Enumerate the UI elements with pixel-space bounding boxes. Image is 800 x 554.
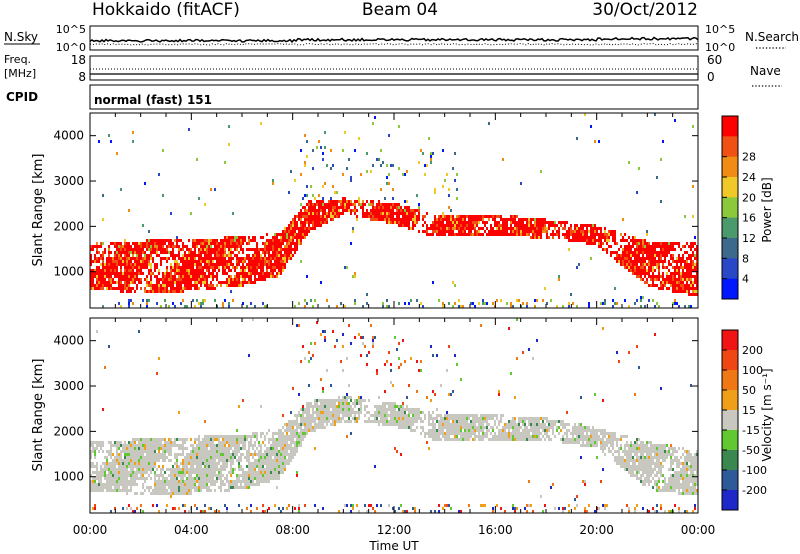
y-tick-label: 3000 bbox=[53, 379, 84, 393]
x-tick-labels: 00:00 04:00 08:00 12:00 16:00 20:00 00:00 bbox=[73, 523, 716, 537]
power-panel: 1000 2000 3000 4000 Slant Range [km] bbox=[31, 112, 699, 309]
colorbar-swatch bbox=[722, 136, 738, 158]
freq-tick-bottom: 8 bbox=[78, 70, 86, 84]
cpid-panel: CPID normal (fast) 151 bbox=[6, 84, 699, 110]
y-tick-label: 3000 bbox=[53, 174, 84, 188]
cpid-frame bbox=[89, 84, 699, 110]
colorbar-tick-label: 100 bbox=[742, 364, 763, 377]
x-tick-label: 00:00 bbox=[73, 523, 108, 537]
colorbar-tick-label: 20 bbox=[742, 191, 756, 204]
x-tick-label: 00:00 bbox=[681, 523, 716, 537]
power-colorbar-label: Power [dB] bbox=[760, 177, 774, 242]
x-tick-label: 12:00 bbox=[377, 523, 412, 537]
freq-tick-top: 18 bbox=[71, 53, 86, 67]
colorbar-tick-label: -200 bbox=[742, 484, 767, 497]
freq-unit-label: [MHz] bbox=[4, 67, 36, 80]
power-colorbar: 4 8 12 16 20 24 28 bbox=[721, 115, 756, 300]
colorbar-tick-label: 200 bbox=[742, 344, 763, 357]
colorbar-swatch bbox=[722, 430, 738, 451]
colorbar-tick-label: -15 bbox=[742, 424, 760, 437]
colorbar-swatch bbox=[722, 238, 738, 259]
freq-panel: Freq. [MHz] 18 8 60 0 Nave bbox=[4, 53, 782, 87]
colorbar-swatch bbox=[722, 156, 738, 178]
colorbar-swatch bbox=[722, 330, 738, 351]
nave-tick-bottom: 0 bbox=[707, 70, 715, 84]
colorbar-swatch bbox=[722, 197, 738, 219]
colorbar-tick-label: 12 bbox=[742, 232, 756, 245]
x-tick-label: 08:00 bbox=[275, 523, 310, 537]
nsky-tick-top: 10^5 bbox=[56, 23, 86, 36]
colorbar-swatch bbox=[722, 450, 738, 471]
velocity-panel: 1000 2000 3000 4000 Slant Range [km] bbox=[31, 317, 699, 514]
nsky-right-tick-top: 10^5 bbox=[705, 23, 735, 36]
colorbar-tick-label: 24 bbox=[742, 171, 756, 184]
colorbar-swatch bbox=[722, 470, 738, 491]
power-axes: 1000 2000 3000 4000 bbox=[53, 113, 699, 308]
colorbar-swatch bbox=[722, 278, 738, 300]
freq-frame bbox=[89, 55, 699, 81]
colorbar-tick-label: 16 bbox=[742, 212, 756, 225]
cpid-value: normal (fast) 151 bbox=[94, 93, 212, 107]
colorbar-swatch bbox=[722, 390, 738, 411]
y-tick-label: 1000 bbox=[53, 265, 84, 279]
colorbar-tick-label: 8 bbox=[742, 252, 749, 265]
colorbar-swatch bbox=[722, 370, 738, 391]
power-ylabel: Slant Range [km] bbox=[31, 154, 46, 267]
x-axis-label: Time UT bbox=[368, 539, 419, 553]
x-tick-label: 04:00 bbox=[174, 523, 209, 537]
header: Hokkaido (fitACF) Beam 04 30/Oct/2012 bbox=[92, 0, 698, 20]
freq-label: Freq. bbox=[4, 53, 31, 66]
colorbar-swatch bbox=[722, 258, 738, 280]
site-title: Hokkaido (fitACF) bbox=[92, 0, 240, 20]
colorbar-tick-label: 28 bbox=[742, 151, 756, 164]
colorbar-tick-label: 50 bbox=[742, 384, 756, 397]
nsky-frame bbox=[89, 25, 699, 51]
x-tick-label: 20:00 bbox=[579, 523, 614, 537]
nsky-panel: N.Sky 10^5 10^0 10^5 10^0 N.Search bbox=[4, 23, 799, 54]
velocity-colorbar-label: Velocity [m s⁻¹] bbox=[760, 368, 774, 461]
nsky-line bbox=[89, 36, 699, 44]
velocity-colorbar: 200 100 50 15 -15 -50 -100 -200 bbox=[721, 329, 767, 511]
y-tick-label: 4000 bbox=[53, 334, 84, 348]
cpid-label: CPID bbox=[6, 90, 38, 104]
colorbar-tick-label: -50 bbox=[742, 444, 760, 457]
nsearch-line bbox=[90, 42, 699, 46]
nsearch-label: N.Search bbox=[745, 30, 799, 44]
colorbar-swatch bbox=[722, 116, 738, 137]
colorbar-tick-label: 15 bbox=[742, 404, 756, 417]
colorbar-swatch bbox=[722, 350, 738, 371]
velocity-ylabel: Slant Range [km] bbox=[31, 359, 46, 472]
y-tick-label: 2000 bbox=[53, 424, 84, 438]
velocity-heatmap bbox=[90, 318, 698, 513]
velocity-axes: 1000 2000 3000 4000 bbox=[53, 318, 699, 513]
nave-label: Nave bbox=[750, 64, 781, 78]
y-tick-label: 4000 bbox=[53, 129, 84, 143]
nave-tick-top: 60 bbox=[707, 53, 722, 67]
colorbar-swatch bbox=[722, 410, 738, 431]
colorbar-swatch bbox=[722, 217, 738, 239]
y-tick-label: 1000 bbox=[53, 470, 84, 484]
colorbar-swatch bbox=[722, 177, 738, 198]
colorbar-tick-label: -100 bbox=[742, 464, 767, 477]
date-title: 30/Oct/2012 bbox=[592, 0, 698, 20]
y-tick-label: 2000 bbox=[53, 219, 84, 233]
beam-title: Beam 04 bbox=[362, 0, 438, 20]
colorbar-swatch bbox=[722, 490, 738, 511]
power-heatmap bbox=[90, 113, 698, 308]
nsky-label: N.Sky bbox=[4, 30, 38, 44]
nsky-tick-bottom: 10^0 bbox=[56, 41, 86, 54]
x-tick-label: 16:00 bbox=[478, 523, 513, 537]
colorbar-tick-label: 4 bbox=[742, 273, 749, 286]
nsky-right-tick-bottom: 10^0 bbox=[705, 41, 735, 54]
